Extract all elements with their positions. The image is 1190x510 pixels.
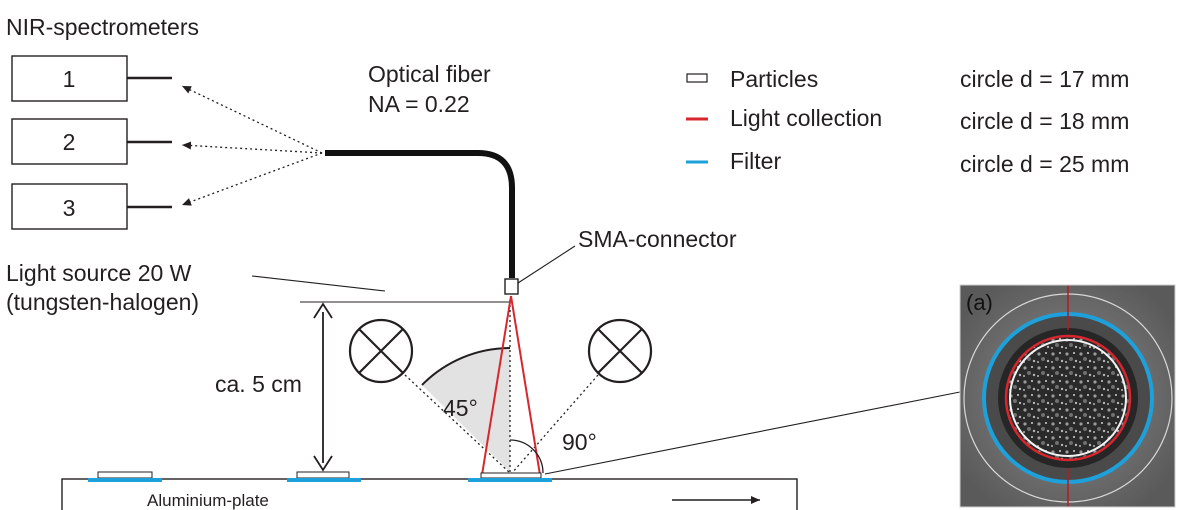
spectrometer-2-label: 2 — [63, 129, 76, 155]
lamp-right — [587, 318, 653, 384]
sample-2 — [287, 471, 361, 482]
spectrometer-1: 1 — [11, 55, 172, 102]
plate-label: Aluminium-plate — [147, 491, 269, 510]
legend-swatch-particles — [686, 73, 708, 83]
legend-value-filter: circle d = 25 mm — [960, 151, 1129, 177]
legend-label-filter: Filter — [730, 148, 781, 174]
sample-photo — [960, 285, 1175, 507]
fiber-na-label: NA = 0.22 — [368, 91, 470, 117]
angle-90-label: 90° — [562, 429, 597, 455]
legend-label-particles: Particles — [730, 66, 818, 92]
legend-value-particles: circle d = 17 mm — [960, 66, 1129, 92]
spectrometers-title: NIR-spectrometers — [6, 14, 199, 40]
light-collection-cone — [481, 295, 541, 476]
spectrometer-3: 3 — [11, 183, 172, 230]
light-source-label: Light source 20 W — [6, 260, 192, 286]
legend: Particles circle d = 17 mm Light collect… — [686, 66, 1129, 177]
legend-value-light-collection: circle d = 18 mm — [960, 108, 1129, 134]
distance-label: ca. 5 cm — [215, 371, 302, 397]
light-source-sublabel: (tungsten-halogen) — [6, 289, 199, 315]
spectrometer-3-label: 3 — [63, 195, 76, 221]
spectrometer-1-label: 1 — [63, 66, 76, 92]
sma-connector — [504, 278, 519, 295]
lamp-left — [348, 318, 414, 384]
aluminium-plate — [61, 478, 798, 510]
legend-label-light-collection: Light collection — [730, 105, 882, 131]
fiber-label: Optical fiber — [368, 61, 491, 87]
optical-fiber — [325, 150, 515, 278]
photo-label: (a) — [966, 290, 993, 315]
spectrometer-2: 2 — [11, 118, 172, 165]
fiber-split-arrows — [181, 85, 323, 206]
height-dimension-arrow — [313, 302, 333, 472]
sma-connector-label: SMA-connector — [578, 226, 737, 252]
sample-1 — [88, 471, 162, 482]
angle-45-label: 45° — [443, 395, 478, 421]
sample-3 — [468, 472, 552, 482]
